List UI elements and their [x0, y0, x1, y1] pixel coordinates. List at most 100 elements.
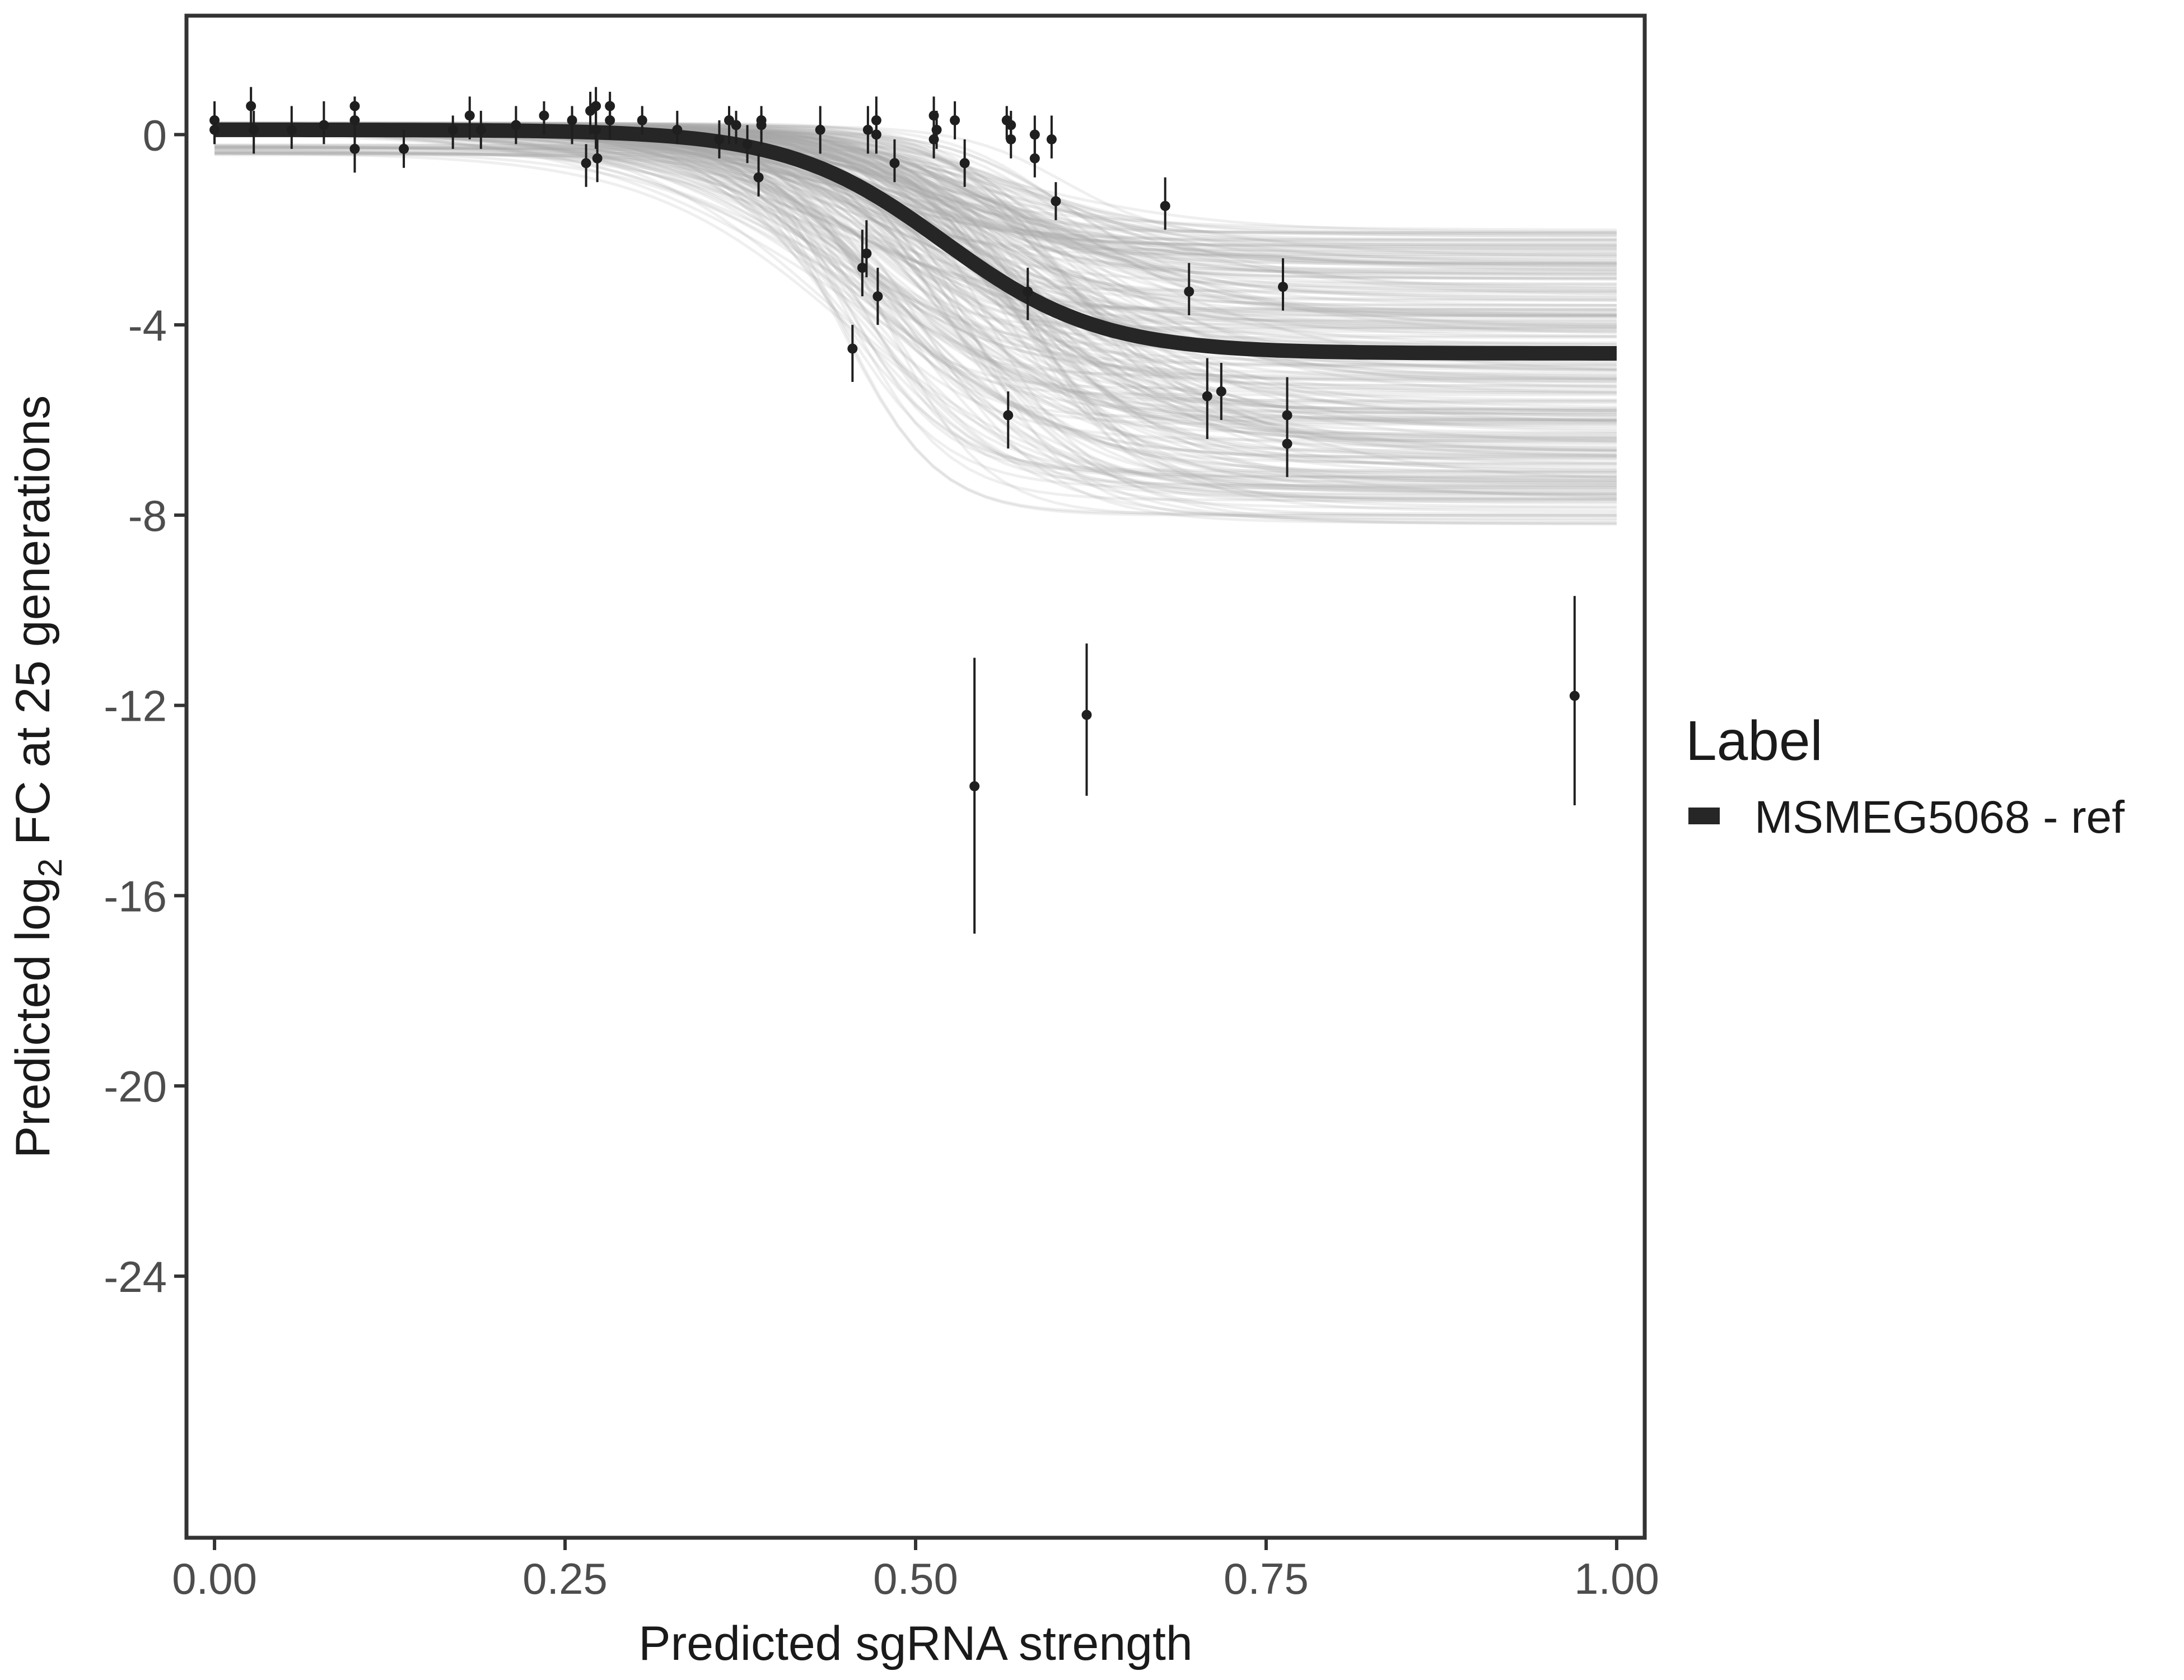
posterior-sample-curve [214, 129, 1617, 484]
posterior-sample-curve [214, 146, 1617, 479]
point-marker [1023, 286, 1033, 297]
data-point [592, 139, 603, 183]
posterior-sample-curve [214, 147, 1617, 280]
y-tick-label: 0 [143, 110, 167, 160]
point-marker [969, 781, 980, 791]
point-marker [286, 124, 297, 135]
point-marker [861, 248, 872, 259]
posterior-sample-curve [214, 127, 1617, 497]
point-marker [950, 115, 960, 125]
point-marker [1216, 386, 1226, 397]
posterior-sample-curve [214, 146, 1617, 326]
posterior-sample-curve [214, 130, 1617, 477]
posterior-sample-curve [214, 121, 1617, 394]
point-marker [1006, 120, 1016, 130]
posterior-sample-curve [214, 151, 1617, 452]
data-point [286, 106, 297, 149]
point-marker [246, 101, 256, 111]
point-marker [567, 115, 577, 125]
posterior-sample-curve [214, 150, 1617, 495]
point-marker [592, 153, 603, 164]
point-marker [1184, 286, 1194, 297]
point-marker [872, 291, 883, 302]
point-marker [1569, 690, 1580, 701]
point-marker [349, 115, 360, 125]
point-marker [637, 115, 647, 125]
point-marker [1202, 391, 1212, 402]
data-point [1051, 182, 1061, 221]
y-tick-label: -24 [104, 1252, 167, 1301]
posterior-sample-curve [214, 130, 1617, 435]
legend-key-swatch [1688, 808, 1720, 824]
data-point [511, 106, 521, 144]
data-point [889, 139, 900, 183]
data-point [871, 110, 881, 154]
point-marker [209, 124, 220, 135]
posterior-sample-curve [214, 132, 1617, 443]
data-point [539, 101, 549, 135]
data-point [1278, 258, 1289, 311]
data-point [319, 101, 329, 144]
data-point [753, 153, 764, 197]
posterior-sample-curve [214, 132, 1617, 452]
data-point [447, 115, 458, 149]
posterior-sample-curve [214, 149, 1617, 381]
point-marker [319, 120, 329, 130]
point-marker [1029, 153, 1040, 164]
posterior-sample-curve [214, 130, 1617, 395]
posterior-sample-curve [214, 152, 1617, 264]
x-tick-label: 0.75 [1224, 1554, 1309, 1603]
y-tick-label: -20 [104, 1062, 167, 1111]
data-point [756, 110, 767, 144]
data-point [1003, 391, 1014, 449]
posterior-sample-curve [214, 143, 1617, 428]
data-point [1046, 115, 1057, 158]
data-point [714, 120, 725, 158]
data-point [969, 657, 980, 934]
data-point [209, 115, 220, 144]
data-point [1081, 643, 1092, 796]
x-tick-label: 1.00 [1574, 1554, 1659, 1603]
posterior-sample-curve [214, 128, 1617, 499]
y-tick-label: -4 [128, 301, 167, 350]
data-point [567, 106, 577, 144]
point-marker [672, 124, 683, 135]
data-point [950, 101, 960, 139]
data-point [672, 110, 683, 144]
posterior-sample-curve [214, 128, 1617, 331]
posterior-sample-curve [214, 151, 1617, 502]
point-marker [742, 139, 753, 150]
posterior-sample-curve [214, 146, 1617, 235]
point-marker [1051, 196, 1061, 207]
posterior-sample-curve [214, 133, 1617, 333]
y-axis: 0 -4 -8 -12 -16 -20 -24 [104, 110, 185, 1301]
data-point [349, 106, 360, 139]
point-marker [581, 158, 591, 169]
point-marker [539, 110, 549, 121]
point-marker [511, 120, 521, 130]
x-axis-title: Predicted sgRNA strength [638, 1617, 1193, 1670]
posterior-sample-curve [214, 144, 1617, 330]
data-point [815, 106, 825, 154]
data-point [742, 125, 753, 164]
point-marker [815, 124, 825, 135]
x-axis: 0.00 0.25 0.50 0.75 1.00 [172, 1539, 1659, 1603]
point-marker [1081, 710, 1092, 720]
y-tick-label: -12 [104, 682, 167, 731]
point-marker [1278, 282, 1289, 292]
data-point [1184, 263, 1194, 316]
point-marker [756, 120, 767, 130]
posterior-sample-curve [214, 152, 1617, 249]
point-marker [447, 124, 458, 135]
point-marker [857, 263, 867, 273]
point-marker [464, 110, 475, 121]
data-point [861, 220, 872, 278]
data-point [857, 230, 867, 297]
point-marker [959, 158, 970, 169]
point-marker [847, 343, 858, 354]
data-point [249, 110, 259, 154]
data-point [1202, 358, 1212, 439]
data-point [731, 110, 741, 144]
